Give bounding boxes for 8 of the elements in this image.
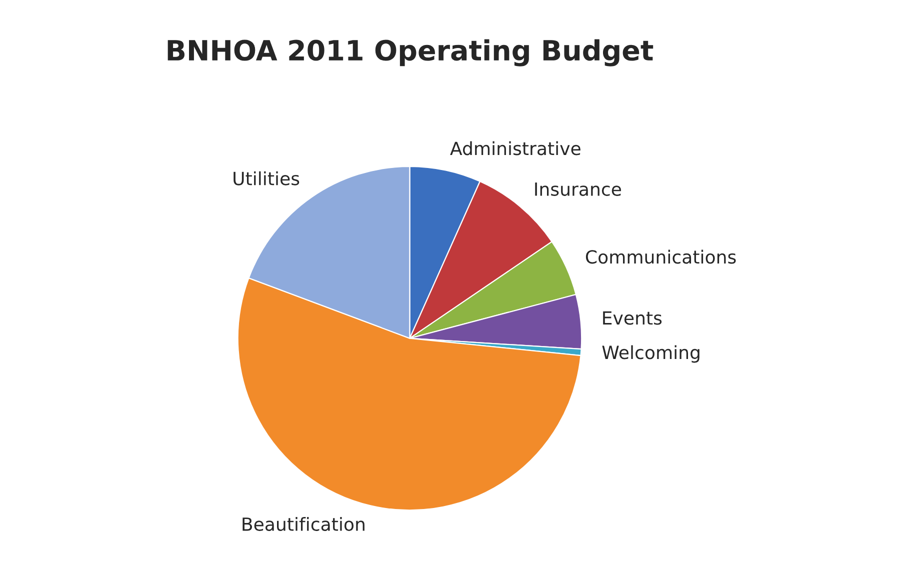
slice-label: Utilities bbox=[234, 171, 300, 186]
slice-label: Beautification bbox=[242, 517, 364, 531]
slice-label: Insurance bbox=[535, 182, 621, 196]
slice-label: Events bbox=[603, 311, 662, 325]
slice-label: Welcoming bbox=[602, 345, 700, 363]
slice-label: Communications bbox=[586, 250, 736, 264]
slice-label: Administrative bbox=[450, 141, 580, 156]
chart-title: BNHOA 2011 Operating Budget bbox=[168, 39, 654, 66]
